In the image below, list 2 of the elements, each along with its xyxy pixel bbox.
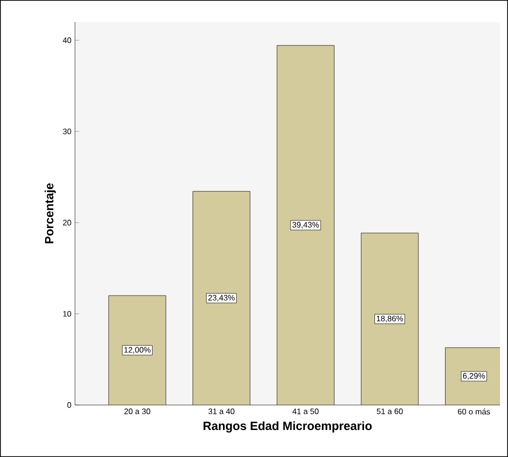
x-axis-title: Rangos Edad Microempreario: [204, 421, 372, 432]
y-axis-title: Porcentaje: [44, 183, 56, 244]
